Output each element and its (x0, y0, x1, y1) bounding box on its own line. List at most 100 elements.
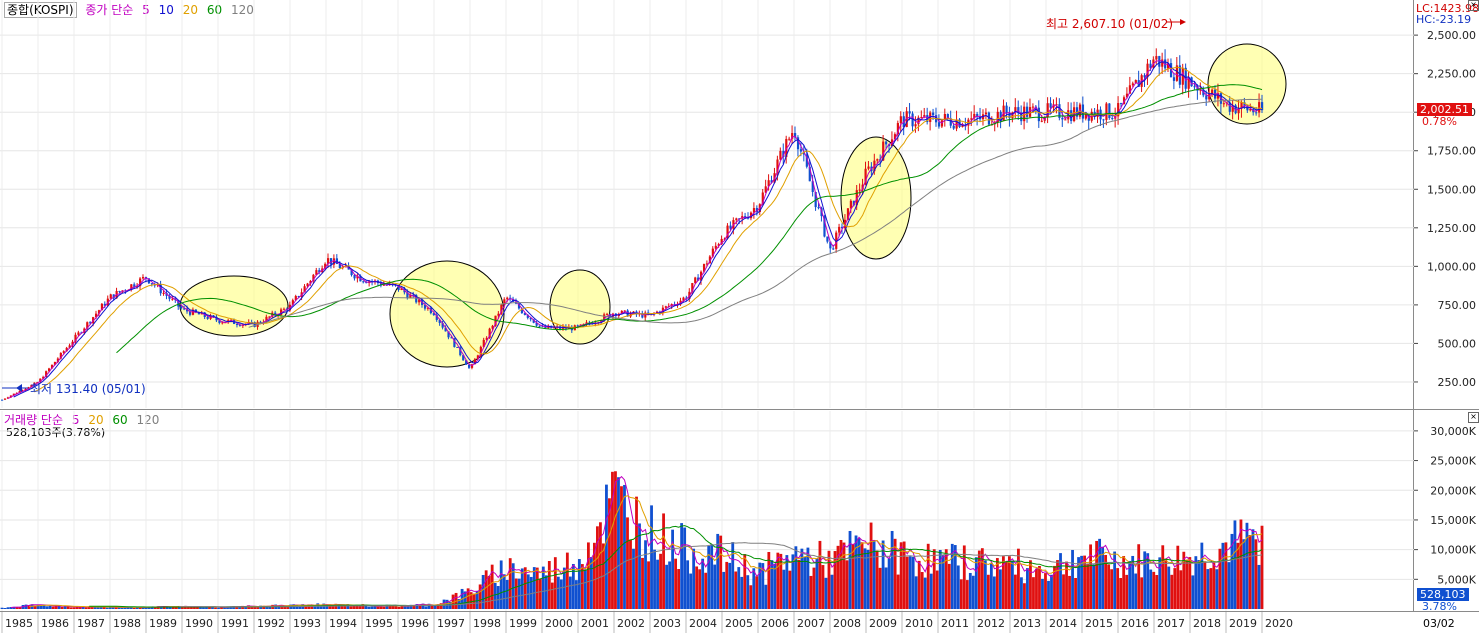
volume-bar (484, 570, 488, 609)
volume-bar (159, 606, 163, 609)
volume-label[interactable]: 거래량 단순 (4, 413, 64, 427)
candle-body (1216, 93, 1220, 99)
volume-bar (608, 498, 611, 609)
volume-bar (1215, 569, 1219, 609)
volume-bar (782, 569, 786, 609)
volume-bar (580, 564, 584, 609)
candle-body (500, 304, 503, 314)
volume-bar (499, 560, 503, 609)
volume-bar (394, 605, 398, 609)
candle-body (183, 308, 186, 310)
year-label: 2008 (833, 617, 861, 630)
ma-20[interactable]: 20 (182, 3, 198, 17)
volume-bar (701, 558, 705, 609)
candle-body (162, 292, 165, 294)
volume-bar (93, 607, 97, 609)
volume-legend: 거래량 단순 5 20 60 120 (4, 413, 164, 427)
candle-body (456, 346, 459, 348)
volume-bar (412, 604, 416, 609)
volume-bar (211, 606, 214, 609)
close-icon[interactable]: × (1468, 0, 1479, 11)
candle-body (447, 331, 450, 338)
volume-bar (959, 579, 963, 609)
candle-body (71, 341, 74, 346)
candle-body (529, 317, 532, 320)
volume-bar (63, 605, 67, 609)
volume-bar (265, 606, 269, 609)
volume-bar (998, 569, 1002, 609)
volume-bar (364, 604, 368, 609)
volume-bar (18, 607, 22, 609)
ma-120[interactable]: 120 (230, 3, 254, 17)
volume-bar (184, 605, 187, 609)
volume-bar (683, 527, 687, 609)
volume-bar (57, 605, 61, 609)
volume-bar (665, 564, 668, 609)
volume-bar (490, 564, 494, 609)
volume-bar (722, 571, 726, 609)
volume-bar (505, 579, 509, 609)
vol-ma-120[interactable]: 120 (136, 413, 160, 427)
volume-bar (382, 606, 386, 609)
candle-body (1134, 80, 1137, 84)
vol-ma-60[interactable]: 60 (112, 413, 128, 427)
volume-bar (917, 560, 921, 609)
volume-bar (478, 584, 482, 609)
volume-bar (821, 565, 825, 609)
candle-body (799, 149, 803, 152)
volume-bar (556, 576, 560, 609)
candle-body (418, 299, 421, 303)
vol-ma-20[interactable]: 20 (88, 413, 104, 427)
volume-bar (1044, 573, 1047, 609)
volume-bar (45, 606, 49, 609)
volume-bar (851, 544, 855, 609)
candle-body (682, 297, 685, 301)
vol-ma-5[interactable]: 5 (71, 413, 80, 427)
candle-body (1175, 65, 1179, 81)
volume-bar (599, 522, 602, 609)
volume-bar (553, 557, 557, 609)
candle-body (1161, 59, 1164, 67)
volume-bar (902, 541, 906, 609)
candle-body (150, 283, 153, 285)
candle-body (885, 141, 888, 145)
panel-separator[interactable] (0, 409, 1479, 410)
volume-bar (373, 606, 377, 609)
price-study-label[interactable]: 종가 단순 (85, 3, 134, 17)
index-label[interactable]: 종합(KOSPI) (4, 2, 77, 18)
volume-bar (1107, 564, 1111, 609)
candle-body (218, 320, 221, 323)
volume-bar (1185, 560, 1189, 609)
volume-bar (611, 471, 614, 609)
candle-body (1040, 120, 1043, 122)
year-label: 1999 (509, 617, 537, 630)
candle-body (1234, 105, 1237, 114)
volume-bar (1194, 556, 1198, 609)
candle-body (415, 294, 418, 303)
ma-10[interactable]: 10 (158, 3, 174, 17)
price-chart[interactable] (0, 0, 1414, 408)
candle-body (796, 137, 800, 150)
candle-body (1005, 105, 1008, 114)
volume-bar (869, 522, 873, 609)
volume-bar (809, 575, 813, 609)
volume-bar (1152, 571, 1156, 609)
volume-chart[interactable] (0, 411, 1414, 611)
volume-bar (1167, 566, 1171, 609)
candle-body (1255, 112, 1258, 114)
volume-bar (743, 554, 747, 609)
candle-body (1193, 86, 1196, 88)
candle-body (259, 321, 262, 323)
volume-bar (175, 606, 178, 609)
year-label: 2014 (1049, 617, 1077, 630)
volume-bar (842, 542, 846, 609)
volume-bar (1224, 542, 1228, 609)
candle-body (280, 309, 283, 315)
volume-bar (349, 606, 353, 609)
volume-bar (66, 606, 70, 609)
volume-bar (361, 604, 365, 609)
candle-body (453, 338, 456, 347)
candle-body (56, 358, 60, 362)
close-icon[interactable]: × (1468, 412, 1479, 423)
candle-body (130, 284, 133, 290)
